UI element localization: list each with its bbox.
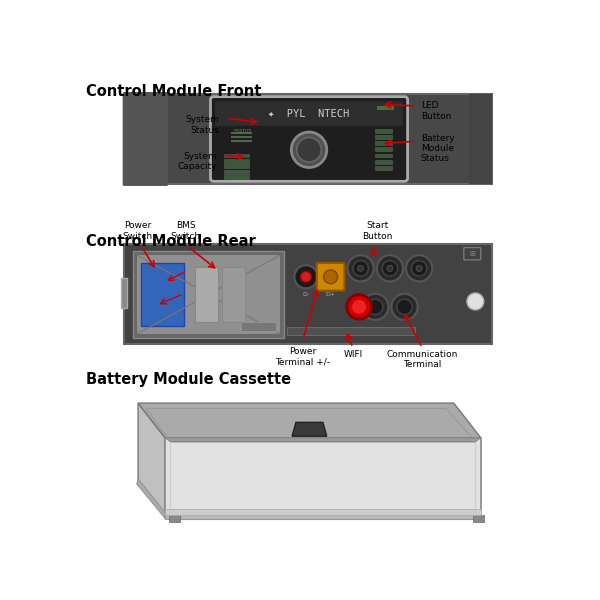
Circle shape bbox=[352, 299, 367, 314]
Bar bbox=[224, 159, 249, 163]
Text: Control Module Front: Control Module Front bbox=[86, 83, 261, 98]
Bar bbox=[224, 154, 249, 157]
Circle shape bbox=[295, 265, 317, 289]
Circle shape bbox=[323, 270, 338, 284]
Text: ⊞: ⊞ bbox=[469, 251, 475, 257]
Bar bbox=[287, 327, 415, 335]
Text: STATUS: STATUS bbox=[233, 129, 252, 134]
Circle shape bbox=[347, 255, 374, 281]
Bar bbox=[375, 154, 392, 157]
Bar bbox=[222, 267, 245, 322]
Circle shape bbox=[397, 299, 412, 314]
Bar bbox=[195, 267, 218, 322]
Text: Power
Terminal +/-: Power Terminal +/- bbox=[275, 347, 331, 366]
Circle shape bbox=[362, 294, 388, 320]
Circle shape bbox=[391, 294, 418, 320]
Text: ✦  PYL  NTECH: ✦ PYL NTECH bbox=[268, 109, 350, 119]
Bar bbox=[141, 263, 184, 326]
Text: D-: D- bbox=[302, 292, 310, 297]
Bar bbox=[133, 251, 284, 338]
Bar bbox=[375, 160, 392, 164]
Text: System
Status: System Status bbox=[185, 115, 219, 134]
Text: Start
Button: Start Button bbox=[362, 221, 393, 241]
Text: BMS
Switch: BMS Switch bbox=[171, 221, 201, 241]
Bar bbox=[121, 278, 127, 308]
Bar bbox=[224, 175, 249, 179]
Polygon shape bbox=[138, 403, 165, 515]
Circle shape bbox=[412, 260, 427, 276]
Bar bbox=[230, 132, 252, 134]
Bar bbox=[241, 322, 276, 331]
FancyBboxPatch shape bbox=[123, 92, 168, 186]
Polygon shape bbox=[292, 422, 327, 436]
Circle shape bbox=[467, 293, 484, 310]
Text: Power
Switch: Power Switch bbox=[122, 221, 152, 241]
Bar bbox=[124, 94, 493, 184]
Bar bbox=[375, 141, 392, 145]
Circle shape bbox=[406, 255, 432, 281]
Text: Communication
Terminal: Communication Terminal bbox=[386, 350, 458, 370]
Circle shape bbox=[292, 132, 327, 167]
Text: Battery
Module
Status: Battery Module Status bbox=[421, 134, 454, 163]
Bar bbox=[230, 140, 252, 142]
Bar bbox=[375, 129, 392, 133]
Bar bbox=[165, 513, 481, 520]
Polygon shape bbox=[137, 479, 165, 518]
Text: Battery Module Cassette: Battery Module Cassette bbox=[86, 372, 291, 388]
Circle shape bbox=[368, 299, 383, 314]
Bar bbox=[224, 164, 249, 168]
Polygon shape bbox=[138, 403, 481, 438]
Text: D+: D+ bbox=[326, 292, 335, 297]
Circle shape bbox=[353, 260, 368, 276]
Bar bbox=[375, 148, 392, 151]
Circle shape bbox=[382, 260, 398, 276]
Bar bbox=[137, 255, 280, 334]
Text: WIFI: WIFI bbox=[343, 350, 362, 359]
Bar bbox=[469, 94, 493, 184]
Polygon shape bbox=[165, 438, 481, 515]
Text: System
Capacity: System Capacity bbox=[177, 152, 217, 172]
Text: LED
Button: LED Button bbox=[421, 101, 451, 121]
Circle shape bbox=[358, 265, 364, 271]
Bar bbox=[377, 106, 394, 110]
Circle shape bbox=[416, 265, 422, 271]
Circle shape bbox=[387, 265, 393, 271]
FancyBboxPatch shape bbox=[211, 97, 407, 181]
Circle shape bbox=[297, 137, 322, 162]
Bar bbox=[224, 170, 249, 173]
Bar bbox=[165, 509, 481, 515]
Bar bbox=[375, 135, 392, 139]
Bar bbox=[230, 136, 252, 138]
Polygon shape bbox=[165, 438, 481, 442]
Bar bbox=[375, 166, 392, 170]
FancyBboxPatch shape bbox=[317, 263, 344, 290]
FancyBboxPatch shape bbox=[215, 101, 403, 126]
Circle shape bbox=[347, 295, 371, 319]
Circle shape bbox=[377, 255, 403, 281]
Bar bbox=[473, 515, 484, 523]
Text: Control Module Rear: Control Module Rear bbox=[86, 234, 256, 249]
Bar bbox=[124, 244, 493, 344]
Bar bbox=[169, 515, 179, 523]
Circle shape bbox=[301, 271, 311, 282]
